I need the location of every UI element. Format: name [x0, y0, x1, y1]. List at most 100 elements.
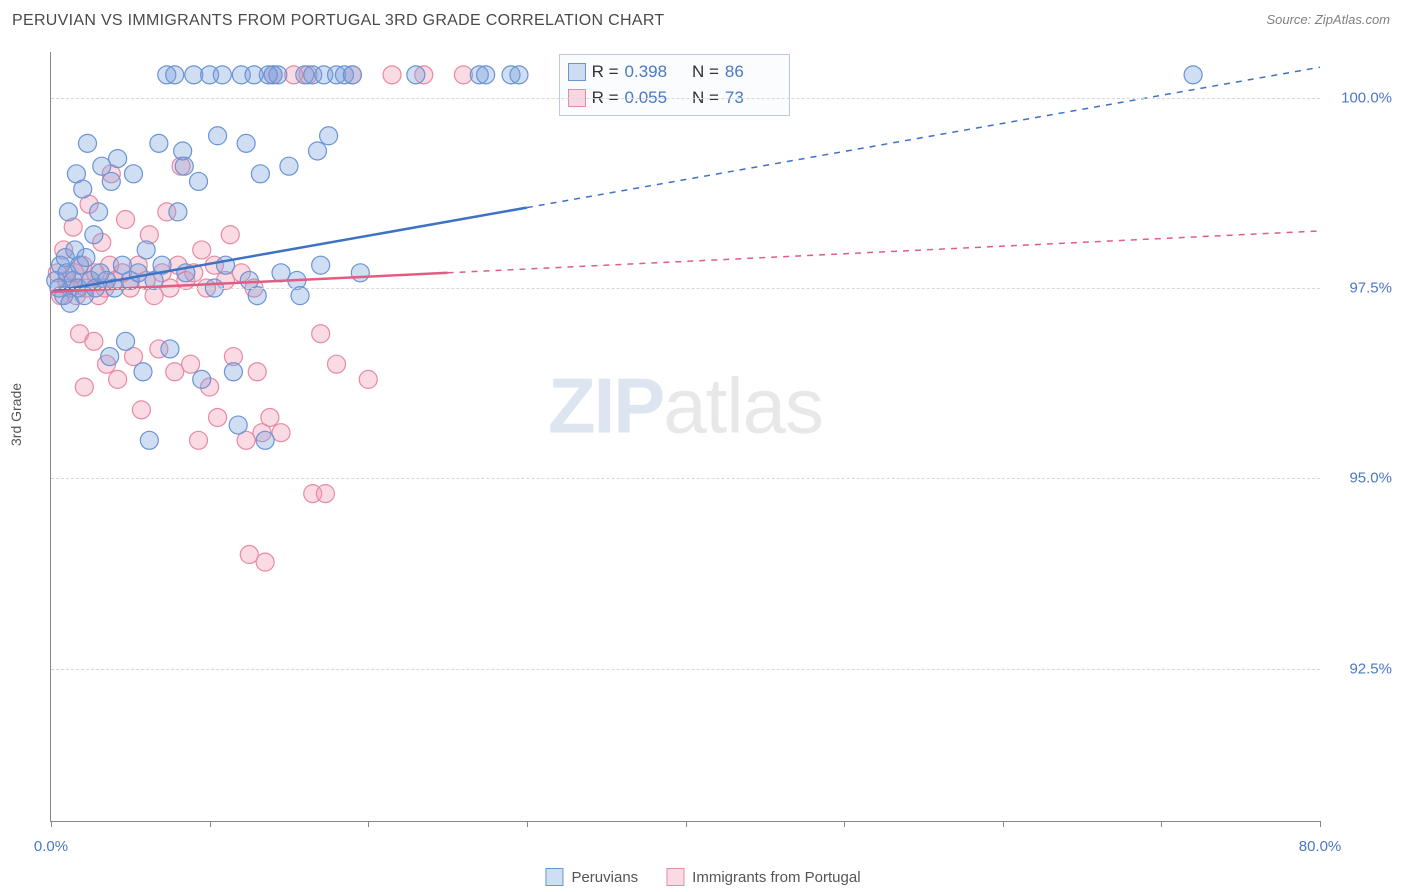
data-point [166, 363, 184, 381]
data-point [359, 370, 377, 388]
y-axis-label: 3rd Grade [8, 383, 24, 446]
data-point [477, 66, 495, 84]
data-point [117, 211, 135, 229]
data-point [261, 408, 279, 426]
data-point [259, 66, 277, 84]
data-point [312, 256, 330, 274]
data-point [124, 165, 142, 183]
data-point [132, 401, 150, 419]
data-point [109, 150, 127, 168]
gridline [51, 669, 1320, 670]
data-point [328, 355, 346, 373]
data-point [137, 241, 155, 259]
x-tick [1320, 821, 1321, 827]
r-label: R = [592, 59, 619, 85]
x-tick [686, 821, 687, 827]
data-point [166, 66, 184, 84]
data-point [272, 424, 290, 442]
x-tick-label: 80.0% [1299, 838, 1342, 855]
stats-row: R = 0.398 N = 86 [568, 59, 777, 85]
legend-label: Peruvians [571, 869, 638, 886]
data-point [1184, 66, 1202, 84]
data-point [209, 408, 227, 426]
data-point [134, 363, 152, 381]
n-value: 86 [725, 59, 777, 85]
data-point [190, 431, 208, 449]
data-point [161, 340, 179, 358]
data-point [193, 370, 211, 388]
gridline [51, 478, 1320, 479]
data-point [272, 264, 290, 282]
data-point [190, 172, 208, 190]
data-point [182, 355, 200, 373]
source-attribution: Source: ZipAtlas.com [1266, 12, 1390, 27]
data-point [85, 226, 103, 244]
data-point [77, 249, 95, 267]
swatch-portugal [666, 868, 684, 886]
x-tick [210, 821, 211, 827]
data-point [312, 325, 330, 343]
data-point [291, 287, 309, 305]
x-tick [1003, 821, 1004, 827]
data-point [59, 203, 77, 221]
data-point [193, 241, 211, 259]
data-point [140, 431, 158, 449]
x-tick [1161, 821, 1162, 827]
data-point [90, 203, 108, 221]
data-point [248, 287, 266, 305]
x-tick-label: 0.0% [34, 838, 68, 855]
y-tick-label: 95.0% [1332, 470, 1392, 487]
data-point [109, 370, 127, 388]
data-point [213, 66, 231, 84]
data-point [78, 134, 96, 152]
data-point [308, 142, 326, 160]
swatch-peruvians [545, 868, 563, 886]
trend-line-dashed [448, 231, 1320, 273]
stats-box: R = 0.398 N = 86R = 0.055 N = 73 [559, 54, 790, 116]
data-point [129, 264, 147, 282]
swatch-peruvians [568, 63, 586, 81]
data-point [383, 66, 401, 84]
data-point [117, 332, 135, 350]
gridline [51, 98, 1320, 99]
legend: Peruvians Immigrants from Portugal [545, 868, 860, 886]
y-tick-label: 97.5% [1332, 280, 1392, 297]
data-point [248, 363, 266, 381]
gridline [51, 288, 1320, 289]
data-point [351, 264, 369, 282]
data-point [343, 66, 361, 84]
legend-label: Immigrants from Portugal [692, 869, 860, 886]
x-tick [844, 821, 845, 827]
data-point [224, 363, 242, 381]
data-point [510, 66, 528, 84]
data-point [407, 66, 425, 84]
data-point [237, 134, 255, 152]
data-point [221, 226, 239, 244]
chart-svg [51, 52, 1320, 821]
data-point [280, 157, 298, 175]
data-point [229, 416, 247, 434]
data-point [169, 203, 187, 221]
data-point [251, 165, 269, 183]
data-point [240, 546, 258, 564]
y-tick-label: 92.5% [1332, 660, 1392, 677]
plot-area: ZIPatlas R = 0.398 N = 86R = 0.055 N = 7… [50, 52, 1320, 822]
legend-item: Immigrants from Portugal [666, 868, 860, 886]
data-point [101, 348, 119, 366]
data-point [102, 172, 120, 190]
r-value: 0.398 [625, 59, 677, 85]
x-tick [527, 821, 528, 827]
n-label: N = [683, 59, 719, 85]
legend-item: Peruvians [545, 868, 638, 886]
data-point [320, 127, 338, 145]
data-point [75, 378, 93, 396]
x-tick [368, 821, 369, 827]
data-point [74, 180, 92, 198]
data-point [175, 157, 193, 175]
data-point [316, 485, 334, 503]
data-point [209, 127, 227, 145]
data-point [256, 431, 274, 449]
data-point [150, 134, 168, 152]
data-point [85, 332, 103, 350]
data-point [256, 553, 274, 571]
